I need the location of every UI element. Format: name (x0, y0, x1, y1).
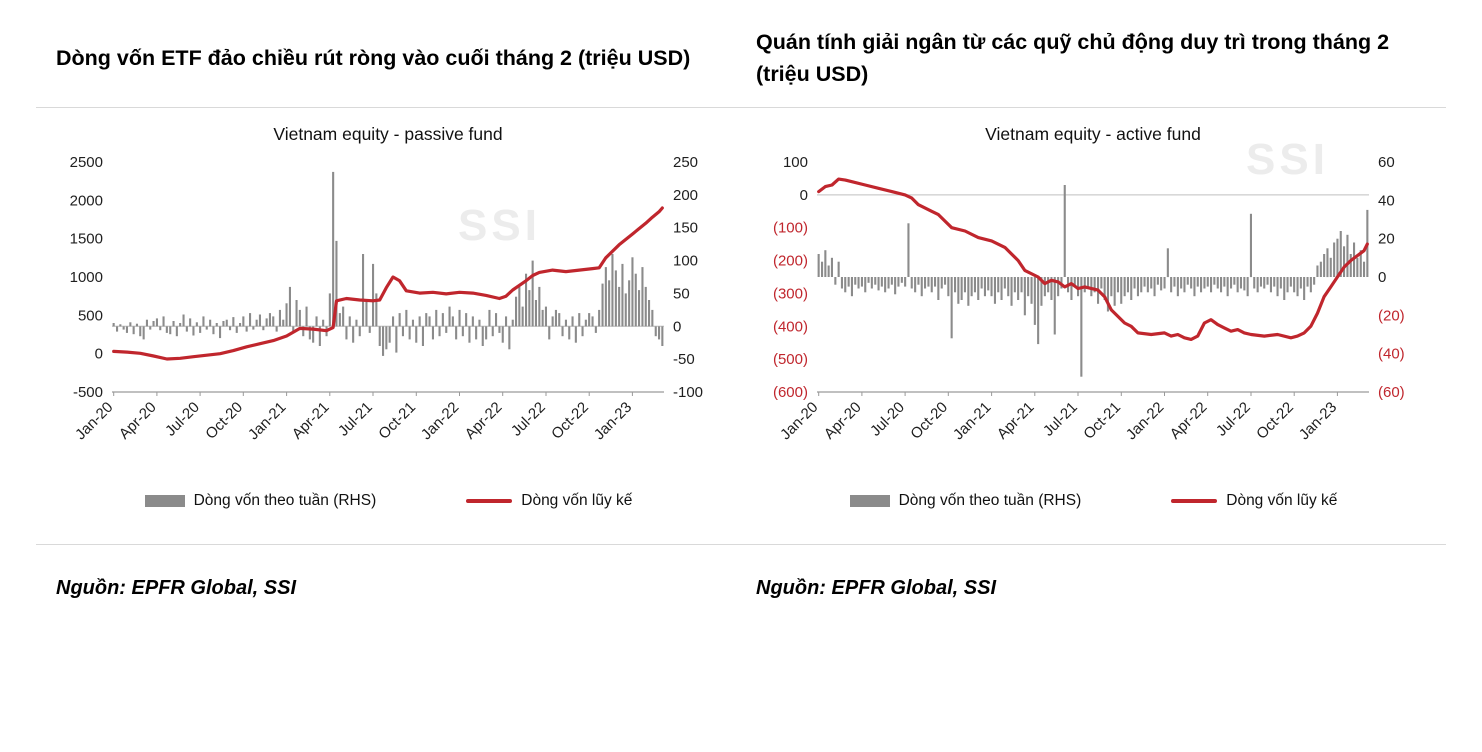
active-fund-legend: Dòng vốn theo tuần (RHS) Dòng vốn lũy kế (741, 492, 1446, 510)
legend-label-weekly-flows: Dòng vốn theo tuần (RHS) (898, 491, 1082, 509)
svg-text:100: 100 (782, 154, 807, 171)
svg-text:50: 50 (673, 285, 690, 302)
legend-item-weekly-flows: Dòng vốn theo tuần (RHS) (144, 491, 377, 510)
svg-text:Oct-21: Oct-21 (375, 398, 419, 442)
line-swatch-icon (466, 498, 513, 503)
svg-text:20: 20 (1378, 230, 1395, 247)
charts-row: SSI Jan-20 Apr-20 Jul-20 Oct-20 Jan-21 Apr-21 J… (36, 114, 1446, 510)
top-divider (36, 106, 1446, 108)
svg-text:250: 250 (673, 154, 698, 171)
svg-text:1500: 1500 (69, 230, 102, 247)
svg-text:0: 0 (799, 186, 807, 203)
bar-swatch-icon (849, 494, 890, 507)
bottom-divider (36, 543, 1446, 545)
passive-fund-chart-block: SSI Jan-20 Apr-20 Jul-20 Oct-20 Jan-21 Apr-21 J… (36, 114, 741, 510)
svg-text:(300): (300) (772, 285, 807, 302)
svg-text:(40): (40) (1378, 345, 1405, 362)
svg-text:Oct-20: Oct-20 (907, 398, 951, 442)
svg-text:200: 200 (673, 186, 698, 203)
ssi-watermark: SSI (458, 201, 541, 250)
svg-text:Jul-20: Jul-20 (162, 398, 203, 439)
svg-text:Jan-23: Jan-23 (1295, 398, 1339, 442)
report-page: Dòng vốn ETF đảo chiều rút ròng vào cuối… (36, 0, 1446, 600)
legend-item-weekly-flows: Dòng vốn theo tuần (RHS) (849, 491, 1082, 510)
svg-text:Oct-20: Oct-20 (202, 398, 246, 442)
svg-text:(600): (600) (772, 384, 807, 401)
chart-subtitle: Vietnam equity - active fund (985, 124, 1201, 144)
active-fund-chart-block: SSI Jan-20 Apr-20 Jul-20 Oct-20 Jan-21 Apr-21 J… (741, 114, 1446, 510)
svg-text:Jan-21: Jan-21 (949, 398, 993, 442)
svg-text:Apr-22: Apr-22 (1166, 398, 1210, 442)
svg-text:0: 0 (673, 318, 681, 335)
svg-text:Oct-22: Oct-22 (548, 398, 592, 442)
svg-text:Jan-22: Jan-22 (417, 398, 461, 442)
svg-text:(20): (20) (1378, 307, 1405, 324)
svg-text:Apr-20: Apr-20 (820, 398, 864, 442)
svg-text:-100: -100 (673, 384, 703, 401)
source-right: Nguồn: EPFR Global, SSI (756, 576, 996, 599)
svg-text:Jul-22: Jul-22 (1212, 398, 1253, 439)
svg-text:(500): (500) (772, 351, 807, 368)
svg-text:150: 150 (673, 219, 698, 236)
svg-text:Apr-21: Apr-21 (993, 398, 1037, 442)
svg-text:Jan-21: Jan-21 (244, 398, 288, 442)
svg-text:(200): (200) (772, 252, 807, 269)
svg-text:Jan-20: Jan-20 (777, 398, 821, 442)
legend-item-cumulative: Dòng vốn lũy kế (1171, 492, 1337, 510)
svg-text:-50: -50 (673, 351, 695, 368)
svg-text:2000: 2000 (69, 192, 102, 209)
svg-text:40: 40 (1378, 192, 1395, 209)
svg-text:Oct-21: Oct-21 (1080, 398, 1124, 442)
ssi-watermark: SSI (1246, 135, 1329, 184)
svg-text:0: 0 (94, 345, 102, 362)
svg-text:Jan-22: Jan-22 (1122, 398, 1166, 442)
svg-text:Jan-20: Jan-20 (72, 398, 116, 442)
svg-text:Apr-21: Apr-21 (288, 398, 332, 442)
svg-text:Jul-22: Jul-22 (507, 398, 548, 439)
svg-text:0: 0 (1378, 269, 1386, 286)
chart-heading-left: Dòng vốn ETF đảo chiều rút ròng vào cuối… (56, 46, 691, 71)
legend-label-weekly-flows: Dòng vốn theo tuần (RHS) (193, 491, 377, 509)
chart-heading-right: Quán tính giải ngân từ các quỹ chủ động … (756, 30, 1390, 87)
svg-text:60: 60 (1378, 154, 1395, 171)
svg-text:Apr-20: Apr-20 (115, 398, 159, 442)
svg-text:1000: 1000 (69, 269, 102, 286)
line-swatch-icon (1171, 498, 1218, 503)
svg-text:Apr-22: Apr-22 (461, 398, 505, 442)
sources-row: Nguồn: EPFR Global, SSI Nguồn: EPFR Glob… (36, 551, 1446, 600)
svg-text:(400): (400) (772, 318, 807, 335)
svg-text:2500: 2500 (69, 154, 102, 171)
chart-subtitle: Vietnam equity - passive fund (273, 124, 502, 144)
bar-swatch-icon (144, 494, 185, 507)
legend-item-cumulative: Dòng vốn lũy kế (466, 492, 632, 510)
headings-row: Dòng vốn ETF đảo chiều rút ròng vào cuối… (36, 0, 1446, 101)
legend-label-cumulative: Dòng vốn lũy kế (521, 491, 633, 509)
svg-text:Oct-22: Oct-22 (1253, 398, 1297, 442)
svg-text:(60): (60) (1378, 384, 1405, 401)
source-left: Nguồn: EPFR Global, SSI (56, 576, 296, 599)
svg-text:500: 500 (77, 307, 102, 324)
svg-text:Jan-23: Jan-23 (590, 398, 634, 442)
svg-text:Jul-21: Jul-21 (334, 398, 375, 439)
passive-fund-legend: Dòng vốn theo tuần (RHS) Dòng vốn lũy kế (36, 492, 741, 510)
svg-text:Jul-20: Jul-20 (867, 398, 908, 439)
svg-text:Jul-21: Jul-21 (1039, 398, 1080, 439)
svg-text:100: 100 (673, 252, 698, 269)
svg-text:-500: -500 (72, 384, 102, 401)
legend-label-cumulative: Dòng vốn lũy kế (1226, 491, 1338, 509)
svg-text:(100): (100) (772, 219, 807, 236)
